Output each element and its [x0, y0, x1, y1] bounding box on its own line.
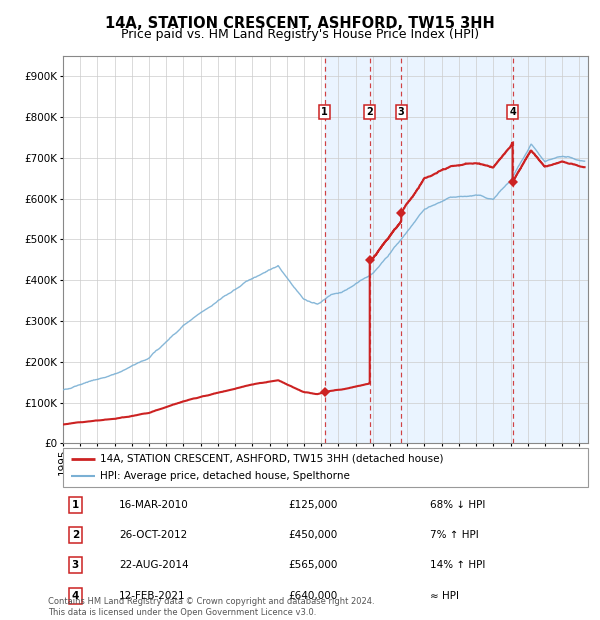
Text: 3: 3 — [71, 560, 79, 570]
Text: 14A, STATION CRESCENT, ASHFORD, TW15 3HH: 14A, STATION CRESCENT, ASHFORD, TW15 3HH — [105, 16, 495, 30]
Text: 14A, STATION CRESCENT, ASHFORD, TW15 3HH (detached house): 14A, STATION CRESCENT, ASHFORD, TW15 3HH… — [100, 454, 443, 464]
Text: £125,000: £125,000 — [288, 500, 338, 510]
Text: 26-OCT-2012: 26-OCT-2012 — [119, 530, 187, 540]
Text: 1: 1 — [322, 107, 328, 117]
Text: 2: 2 — [71, 530, 79, 540]
Text: Price paid vs. HM Land Registry's House Price Index (HPI): Price paid vs. HM Land Registry's House … — [121, 28, 479, 41]
FancyBboxPatch shape — [63, 448, 588, 487]
Text: Contains HM Land Registry data © Crown copyright and database right 2024.
This d: Contains HM Land Registry data © Crown c… — [48, 598, 374, 617]
Text: 4: 4 — [71, 591, 79, 601]
Text: HPI: Average price, detached house, Spelthorne: HPI: Average price, detached house, Spel… — [100, 471, 350, 481]
Text: 2: 2 — [367, 107, 373, 117]
Text: 16-MAR-2010: 16-MAR-2010 — [119, 500, 189, 510]
Bar — [325, 56, 588, 443]
Text: 1: 1 — [71, 500, 79, 510]
Text: 3: 3 — [398, 107, 404, 117]
Text: 22-AUG-2014: 22-AUG-2014 — [119, 560, 188, 570]
Text: 12-FEB-2021: 12-FEB-2021 — [119, 591, 185, 601]
Text: 7% ↑ HPI: 7% ↑ HPI — [430, 530, 479, 540]
Text: £640,000: £640,000 — [288, 591, 337, 601]
Text: £450,000: £450,000 — [288, 530, 337, 540]
Text: 14% ↑ HPI: 14% ↑ HPI — [430, 560, 485, 570]
Text: £565,000: £565,000 — [288, 560, 338, 570]
Text: ≈ HPI: ≈ HPI — [430, 591, 459, 601]
Text: 4: 4 — [509, 107, 516, 117]
Text: 68% ↓ HPI: 68% ↓ HPI — [430, 500, 485, 510]
